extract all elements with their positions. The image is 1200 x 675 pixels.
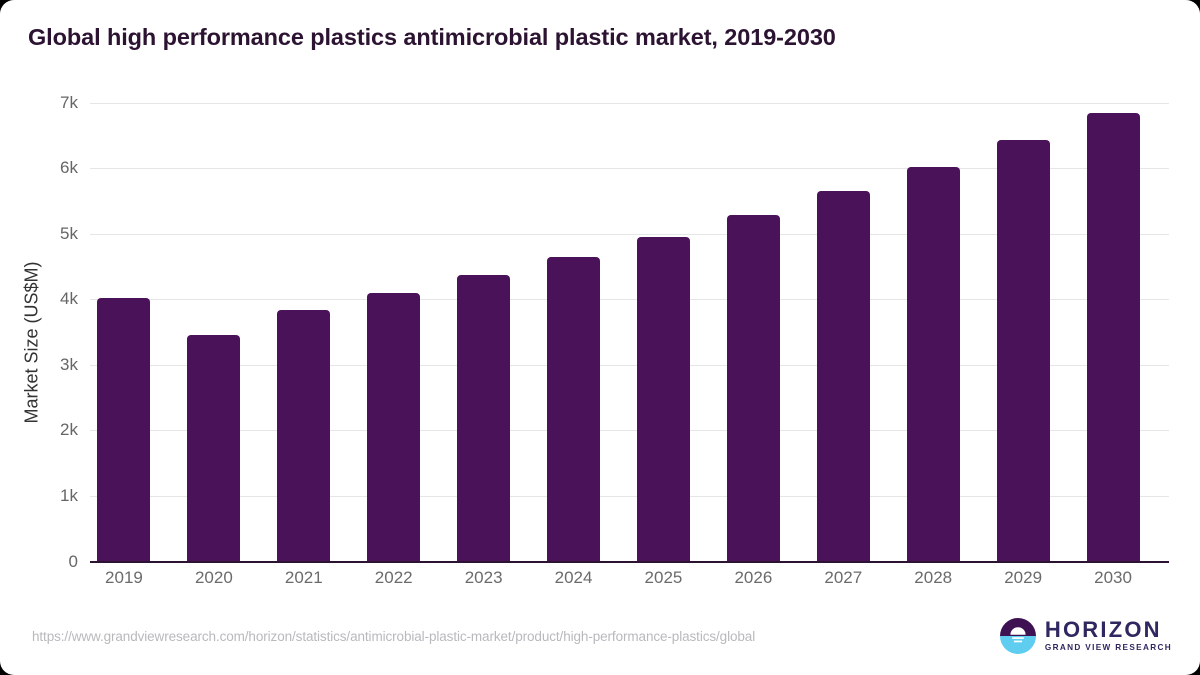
y-axis-tick-label: 3k xyxy=(60,354,78,374)
gridline xyxy=(90,168,1169,170)
y-axis-tick-label: 7k xyxy=(60,92,78,112)
y-axis-tick-label: 5k xyxy=(60,223,78,243)
bar[interactable] xyxy=(457,274,511,562)
gridline xyxy=(90,102,1169,104)
logo-subtitle: GRAND VIEW RESEARCH xyxy=(1044,643,1172,653)
bar[interactable] xyxy=(547,256,601,562)
x-axis-tick-label: 2030 xyxy=(1094,568,1132,587)
plot-area xyxy=(90,102,1169,562)
bar[interactable] xyxy=(906,166,960,562)
bar[interactable] xyxy=(97,297,151,562)
gridline xyxy=(90,430,1169,432)
logo-wordmark: HORIZON xyxy=(1044,617,1162,643)
x-axis-tick-label: 2019 xyxy=(105,568,143,587)
x-axis-tick-label: 2022 xyxy=(374,568,413,587)
x-axis-tick-label: 2027 xyxy=(824,568,863,587)
gridline xyxy=(90,495,1169,497)
x-axis-tick-label: 2024 xyxy=(554,568,593,587)
y-axis-tick-label: 0 xyxy=(68,551,78,571)
horizon-logo-icon xyxy=(999,618,1036,654)
x-axis-tick-label: 2023 xyxy=(464,568,503,587)
bar[interactable] xyxy=(367,293,421,562)
x-axis-tick-label: 2028 xyxy=(914,568,953,587)
bar[interactable] xyxy=(636,236,690,562)
gridline xyxy=(90,233,1169,235)
horizon-logo: HORIZON GRAND VIEW RESEARCH xyxy=(999,618,1172,654)
bar[interactable] xyxy=(816,191,870,562)
x-axis-tick-label: 2020 xyxy=(194,568,233,587)
y-axis-tick-label: 6k xyxy=(60,158,78,178)
gridline xyxy=(90,299,1169,301)
bar[interactable] xyxy=(1086,113,1140,562)
gridline xyxy=(90,364,1169,366)
bar[interactable] xyxy=(996,139,1050,562)
y-axis-tick-label: 4k xyxy=(60,289,78,309)
page-title: Global high performance plastics antimic… xyxy=(28,24,836,50)
bar[interactable] xyxy=(277,309,331,562)
bar[interactable] xyxy=(726,215,780,562)
x-axis-tick-label: 2025 xyxy=(644,568,683,587)
source-url[interactable]: https://www.grandviewresearch.com/horizo… xyxy=(32,629,756,644)
y-axis-tick-label: 2k xyxy=(60,420,78,440)
x-axis-line xyxy=(90,561,1169,563)
y-axis-title: Market Size (US$M) xyxy=(21,261,42,424)
x-axis-tick-label: 2021 xyxy=(284,568,323,587)
y-axis-tick-label: 1k xyxy=(60,485,78,505)
x-axis-tick-label: 2029 xyxy=(1004,568,1043,587)
bar[interactable] xyxy=(187,335,241,562)
x-axis-tick-label: 2026 xyxy=(734,568,773,587)
horizon-logo-text: HORIZON GRAND VIEW RESEARCH xyxy=(1045,619,1172,652)
